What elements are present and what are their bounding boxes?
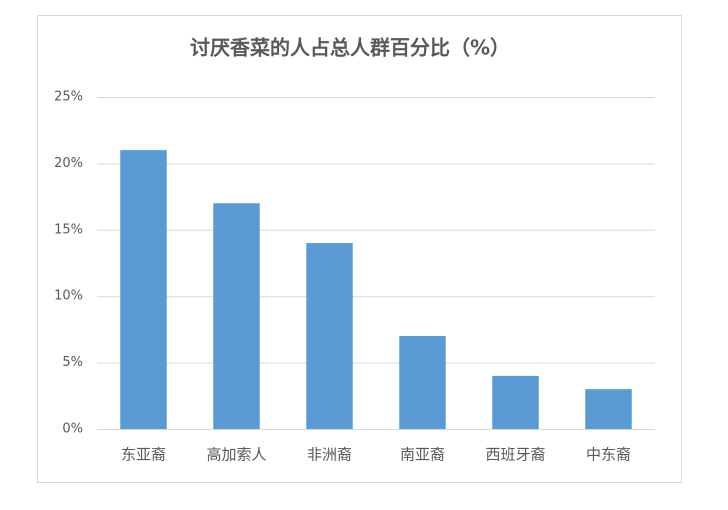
y-tick-label: 20% (54, 156, 83, 171)
y-tick-label: 15% (54, 222, 83, 237)
y-tick-label: 0% (62, 422, 83, 437)
x-tick-label: 南亚裔 (400, 446, 445, 464)
bar (306, 243, 353, 429)
x-tick-label: 东亚裔 (121, 446, 166, 464)
chart-title: 讨厌香菜的人占总人群百分比（%） (190, 36, 510, 60)
bar (399, 336, 446, 429)
bar (120, 150, 167, 429)
x-tick-label: 西班牙裔 (485, 446, 545, 464)
bar (213, 203, 260, 429)
x-tick-label: 高加索人 (206, 446, 266, 464)
x-tick-label: 非洲裔 (307, 446, 352, 464)
y-tick-label: 25% (54, 90, 83, 105)
bar (492, 375, 539, 429)
bar (585, 389, 632, 429)
y-tick-label: 5% (62, 355, 83, 370)
x-tick-label: 中东裔 (586, 446, 631, 464)
y-tick-label: 10% (54, 289, 83, 304)
